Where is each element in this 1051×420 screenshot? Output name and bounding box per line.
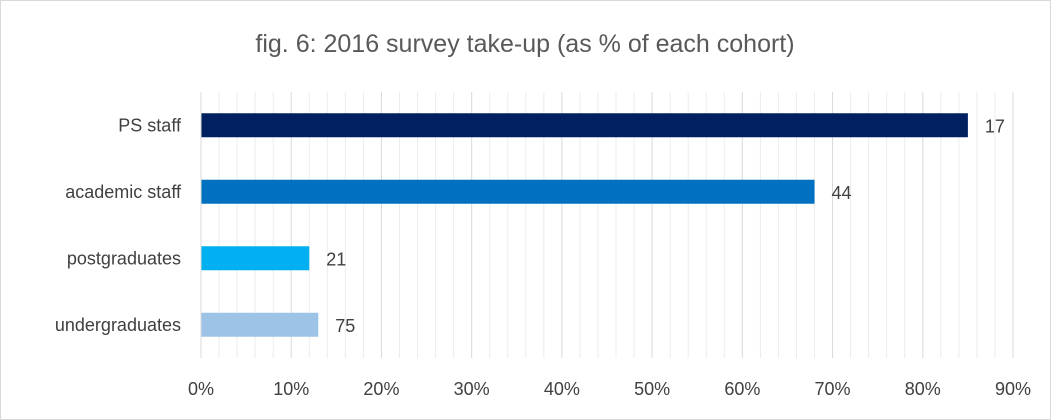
x-tick-label: 0%: [188, 379, 214, 399]
bar-academic-staff: [201, 179, 815, 204]
bar-ps-staff: [201, 113, 968, 138]
data-label: 17: [985, 116, 1005, 136]
x-tick-label: 20%: [363, 379, 399, 399]
data-label: 75: [335, 316, 355, 336]
x-tick-label: 30%: [454, 379, 490, 399]
category-label: academic staff: [65, 182, 182, 202]
data-label: 21: [326, 249, 346, 269]
bars: [201, 113, 968, 337]
data-label: 44: [832, 183, 852, 203]
category-label: undergraduates: [55, 315, 181, 335]
data-labels: 17 44 21 75: [326, 116, 1005, 336]
x-tick-label: 40%: [544, 379, 580, 399]
category-label: PS staff: [118, 115, 182, 135]
x-tick-label: 90%: [995, 379, 1031, 399]
chart-title: fig. 6: 2016 survey take-up (as % of eac…: [255, 30, 794, 58]
x-tick-label: 70%: [815, 379, 851, 399]
x-tick-labels: 0% 10% 20% 30% 40% 50% 60% 70% 80% 90%: [188, 379, 1031, 399]
x-tick-label: 10%: [273, 379, 309, 399]
bar-postgraduates: [201, 246, 310, 271]
category-labels: PS staff academic staff postgraduates under…: [55, 115, 182, 335]
x-tick-label: 80%: [905, 379, 941, 399]
bar-undergraduates: [201, 312, 319, 337]
x-tick-label: 50%: [634, 379, 670, 399]
category-label: postgraduates: [67, 248, 181, 268]
x-tick-label: 60%: [724, 379, 760, 399]
